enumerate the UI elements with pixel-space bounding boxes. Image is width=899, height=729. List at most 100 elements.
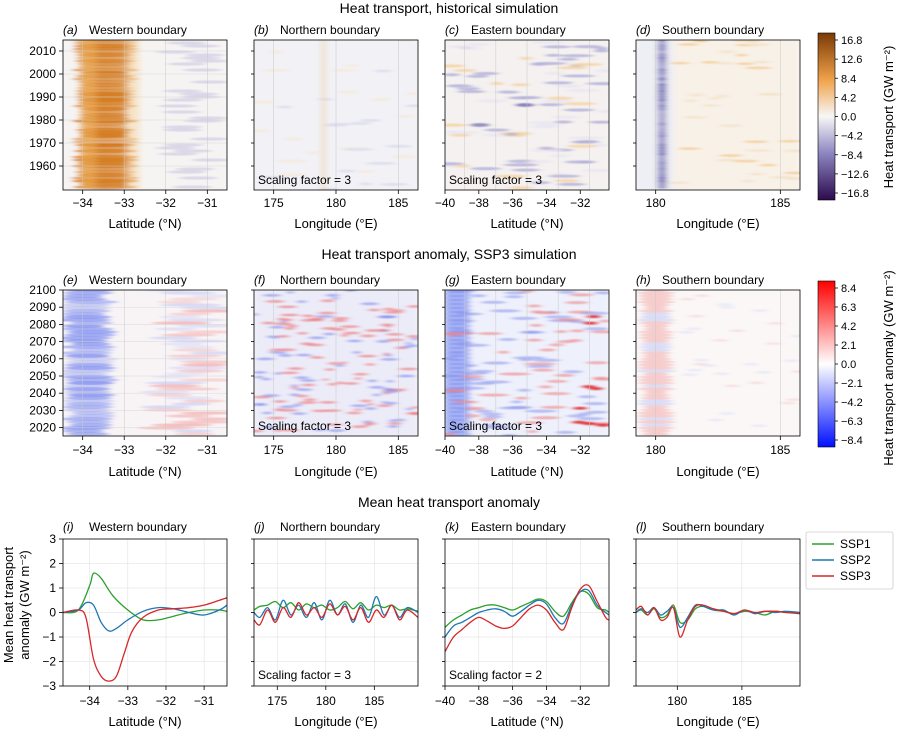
heatmap-cell (760, 92, 782, 96)
heatmap-cell (524, 409, 558, 413)
heatmap-cell (301, 383, 316, 387)
heatmap-cell (63, 318, 111, 322)
heatmap-cell (783, 171, 800, 175)
heatmap-cell (125, 74, 141, 78)
heatmap-cell (585, 410, 609, 414)
heatmap-cell (273, 429, 282, 433)
heatmap-cell (254, 403, 267, 407)
heatmap-cell (179, 411, 227, 415)
heatmap-cell (360, 118, 382, 122)
heatmap-cell (329, 68, 357, 72)
heatmap-cell (769, 175, 797, 179)
heatmap-cell (554, 373, 575, 377)
heatmap-cell (63, 405, 114, 409)
heatmap-cell (657, 170, 667, 174)
heatmap-cell (342, 147, 373, 151)
heatmap-cell (78, 143, 98, 147)
heatmap-cell (387, 424, 400, 428)
heatmap-cell (322, 332, 336, 336)
heatmap-cell (275, 159, 308, 163)
heatmap-cell (346, 339, 363, 343)
heatmap-cell (719, 412, 736, 415)
heatmap-cell (352, 350, 362, 354)
heatmap-cell (261, 377, 272, 381)
heatmap-cell (317, 311, 337, 315)
heatmap-cell (163, 98, 204, 102)
heatmap-cell (588, 120, 609, 124)
heatmap-field (636, 290, 800, 436)
heatmap-field (254, 40, 418, 190)
heatmap-cell (319, 400, 337, 404)
line-panel-k: −40 −38 −36 −34 −32 Latitude (°N) (k) Eastern b… (435, 520, 610, 729)
heatmap-cell (455, 377, 486, 381)
heatmap-cell (278, 353, 293, 357)
heatmap-cell (545, 53, 562, 57)
heatmap-cell (566, 144, 598, 148)
heatmap-cell (125, 59, 141, 63)
heatmap-cell (641, 303, 671, 307)
heatmap-cell (532, 40, 564, 44)
panel-subtitle: Western boundary (89, 23, 187, 37)
heatmap-cell (735, 53, 748, 57)
heatmap-cell (657, 62, 667, 66)
heatmap-cell (476, 331, 503, 336)
heatmap-cell (398, 114, 414, 118)
heatmap-cell (594, 291, 609, 295)
heatmap-cell (78, 68, 98, 72)
panel-grid (273, 40, 399, 190)
heatmap-cell (748, 381, 765, 385)
colorbar-anomaly-ticks: 8.4 6.3 4.2 2.1 0.0 −2.1 −4.2 −6.3 −8.4 (835, 283, 863, 447)
heatmap-cell (558, 57, 579, 61)
heatmap-cell (537, 123, 560, 127)
heatmap-cell (743, 140, 769, 144)
heatmap-cell (125, 167, 141, 171)
heatmap-cell (377, 315, 397, 319)
heatmap-cell (145, 381, 206, 385)
heatmap-cell (640, 357, 672, 361)
heatmap-cell (458, 46, 483, 50)
heatmap-cell (748, 172, 764, 176)
heatmap-cell (411, 405, 418, 409)
heatmap-cell (523, 330, 540, 334)
heatmap-cell (265, 299, 285, 303)
heatmap-cell (125, 176, 141, 180)
panel-d: 180 185 Longitude (°E) (d) Southern boundary (633, 23, 801, 231)
heatmap-cell (63, 345, 116, 349)
heatmap-cell (185, 53, 226, 57)
series-line-ssp3 (254, 602, 418, 626)
heatmap-cell (545, 71, 564, 75)
y-tick-label: 2000 (29, 67, 56, 81)
heatmap-cell (451, 400, 479, 404)
heatmap-cell (657, 182, 667, 186)
heatmap-cell (70, 321, 113, 325)
colorbar-tick-label: 8.4 (841, 73, 856, 85)
heatmap-cell (638, 345, 674, 349)
heatmap-cell (778, 139, 800, 143)
heatmap-cell (354, 408, 362, 412)
heatmap-cell (657, 161, 667, 165)
heatmap-cell (78, 80, 98, 84)
colorbar-tick-label: 0.0 (841, 112, 856, 124)
heatmap-cell (336, 381, 344, 385)
heatmap-cell (657, 152, 667, 156)
heatmap-cell (327, 423, 343, 427)
heatmap-cell (294, 376, 310, 380)
legend-label: SSP1 (840, 537, 871, 551)
series-line-ssp2 (63, 601, 227, 632)
heatmap-cell (642, 432, 670, 436)
heatmap-cell (637, 402, 675, 406)
heatmap-cell (125, 155, 141, 159)
x-tick-label: −34 (80, 694, 101, 708)
heatmap-cell (78, 122, 98, 126)
heatmap-cell (189, 80, 227, 84)
heatmap-cell (750, 424, 767, 428)
heatmap-cell (744, 66, 773, 70)
heatmap-cell (162, 128, 203, 132)
scaling-factor: Scaling factor = 2 (449, 668, 542, 682)
heatmap-cell (261, 321, 277, 325)
heatmap-cell (394, 346, 407, 350)
heatmap-cell (546, 96, 574, 100)
heatmap-cell (168, 312, 212, 316)
heatmap-cell (531, 61, 566, 66)
heatmap-cell (405, 344, 418, 348)
